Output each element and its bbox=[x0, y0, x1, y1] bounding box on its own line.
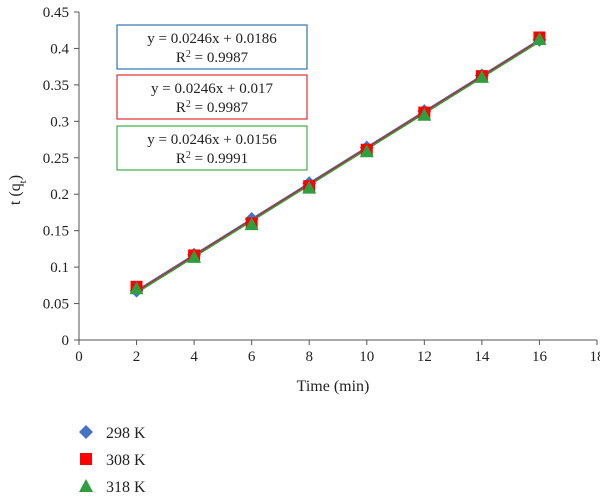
data-point-318-K bbox=[417, 107, 432, 121]
r-squared-text: R2 = 0.9991 bbox=[176, 150, 248, 168]
y-axis-title-close: ) bbox=[7, 175, 24, 180]
legend-item: 318 K bbox=[79, 479, 146, 496]
equation-box: y = 0.0246x + 0.017 R2 = 0.9987 bbox=[116, 74, 308, 120]
data-point-318-K bbox=[129, 281, 144, 295]
x-tick-label: 16 bbox=[532, 349, 548, 365]
legend-label: 318 K bbox=[106, 479, 146, 496]
equation-box-frame bbox=[116, 125, 308, 171]
axes: 0 2 4 6 8 10 12 14 16 18 0 0.05 0.1 0.15 0.2 0.25 0.3 0.3… bbox=[43, 5, 600, 365]
x-axis-title: Time (min) bbox=[297, 378, 370, 395]
y-tick-label: 0.35 bbox=[43, 78, 69, 94]
equation-box: y = 0.0246x + 0.0156 R2 = 0.9991 bbox=[116, 125, 308, 171]
x-tick-label: 12 bbox=[417, 349, 432, 365]
x-tick-label: 0 bbox=[75, 349, 83, 365]
data-point-318-K bbox=[359, 144, 374, 158]
y-tick-label: 0.1 bbox=[50, 260, 69, 276]
y-tick-label: 0.15 bbox=[43, 224, 69, 240]
equation-text: y = 0.0246x + 0.0156 bbox=[147, 132, 277, 148]
legend-item: 298 K bbox=[79, 425, 146, 442]
data-point-318-K bbox=[474, 69, 489, 83]
y-axis-title-main: t (q bbox=[7, 183, 24, 205]
equation-box-frame bbox=[116, 74, 308, 120]
x-tick-label: 8 bbox=[305, 349, 313, 365]
legend-label: 308 K bbox=[106, 452, 146, 469]
data-point-318-K bbox=[244, 217, 259, 231]
legend-label: 298 K bbox=[106, 425, 146, 442]
y-tick-label: 0 bbox=[62, 333, 70, 349]
equation-box: y = 0.0246x + 0.0186 R2 = 0.9987 bbox=[116, 24, 308, 70]
legend-marker-diamond bbox=[79, 425, 93, 439]
data-points bbox=[129, 31, 547, 298]
y-tick-label: 0.45 bbox=[43, 5, 69, 21]
r-squared-text: R2 = 0.9987 bbox=[176, 99, 249, 117]
legend: 298 K 308 K 318 K bbox=[79, 425, 146, 496]
y-tick-label: 0.05 bbox=[43, 297, 69, 313]
fit-line-298-K bbox=[136, 38, 540, 292]
data-point-318-K bbox=[302, 180, 317, 194]
legend-marker-triangle bbox=[79, 479, 93, 492]
y-tick-label: 0.4 bbox=[50, 41, 69, 57]
y-axis-title-sub: t bbox=[17, 180, 29, 183]
y-tick-label: 0.25 bbox=[43, 151, 69, 167]
x-tick-label: 4 bbox=[190, 349, 198, 365]
legend-marker-square bbox=[80, 453, 92, 465]
data-point-318-K bbox=[187, 249, 202, 263]
y-tick-label: 0.2 bbox=[50, 187, 69, 203]
equation-text: y = 0.0246x + 0.017 bbox=[151, 81, 273, 97]
fit-line-308-K bbox=[136, 40, 540, 293]
y-tick-label: 0.3 bbox=[50, 114, 69, 130]
fit-lines bbox=[136, 38, 540, 294]
legend-item: 308 K bbox=[80, 452, 146, 469]
x-tick-label: 18 bbox=[590, 349, 600, 365]
r-squared-text: R2 = 0.9987 bbox=[176, 49, 249, 67]
x-tick-label: 6 bbox=[248, 349, 256, 365]
equation-text: y = 0.0246x + 0.0186 bbox=[147, 31, 277, 47]
fit-line-318-K bbox=[136, 41, 540, 294]
y-axis-title: t (qt) bbox=[7, 175, 29, 205]
x-tick-label: 14 bbox=[474, 349, 490, 365]
x-tick-label: 10 bbox=[359, 349, 374, 365]
equation-box-frame bbox=[116, 24, 308, 70]
data-point-318-K bbox=[532, 31, 547, 45]
x-tick-label: 2 bbox=[133, 349, 141, 365]
